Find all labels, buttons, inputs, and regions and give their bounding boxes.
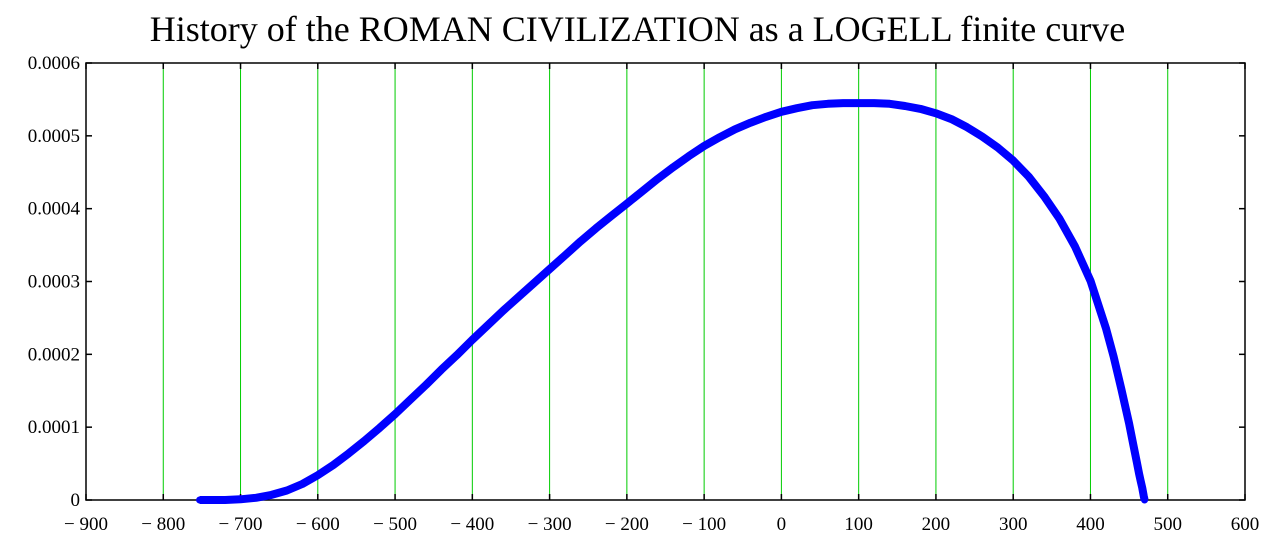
data-point (1102, 324, 1110, 332)
data-point (196, 496, 204, 504)
data-point (1135, 470, 1143, 478)
data-point (1137, 477, 1145, 485)
x-tick-label: − 500 (373, 514, 417, 535)
data-point (499, 307, 507, 315)
data-point (577, 237, 585, 245)
data-point (978, 133, 986, 141)
y-tick-label: 0.0006 (28, 53, 80, 74)
series-line-0 (199, 99, 1149, 504)
data-point (1125, 420, 1133, 428)
data-point (669, 163, 677, 171)
data-point (886, 100, 894, 108)
y-tick-label: 0.0005 (28, 126, 80, 147)
data-point (870, 99, 878, 107)
data-point (298, 480, 306, 488)
data-point (793, 104, 801, 112)
data-point (237, 495, 245, 503)
y-tick-label: 0 (71, 490, 81, 511)
data-point (824, 100, 832, 108)
y-tick-label: 0.0003 (28, 272, 80, 293)
data-point (1056, 215, 1064, 223)
data-point (407, 395, 415, 403)
data-point (638, 187, 646, 195)
data-point (561, 251, 569, 259)
data-point (252, 494, 260, 502)
data-point (947, 115, 955, 123)
data-point (391, 410, 399, 418)
data-point (994, 143, 1002, 151)
data-point (360, 437, 368, 445)
data-point (376, 424, 384, 432)
x-tick-label: − 600 (296, 514, 340, 535)
data-point (808, 101, 816, 109)
data-point (592, 224, 600, 232)
y-tick-label: 0.0004 (28, 199, 81, 220)
data-point (1129, 439, 1137, 447)
plot-frame (85, 62, 1246, 501)
data-point (1040, 192, 1048, 200)
data-point (345, 449, 353, 457)
data-point (1117, 385, 1125, 393)
data-point (932, 109, 940, 117)
data-point (221, 496, 229, 504)
data-point (314, 471, 322, 479)
y-tick-label: 0.0002 (28, 344, 80, 365)
data-point (1133, 458, 1141, 466)
x-tick-label: 0 (777, 514, 787, 535)
x-tick-label: 300 (999, 514, 1028, 535)
data-point (1025, 173, 1033, 181)
x-tick-label: − 300 (528, 514, 572, 535)
data-point (484, 321, 492, 329)
x-tick-label: − 200 (605, 514, 649, 535)
data-point (607, 212, 615, 220)
x-tick-label: 600 (1231, 514, 1260, 535)
data-point (762, 113, 770, 121)
data-point (267, 491, 275, 499)
data-point (515, 293, 523, 301)
data-point (530, 279, 538, 287)
data-point (546, 265, 554, 273)
data-point (1086, 277, 1094, 285)
data-point (700, 142, 708, 150)
data-point (1141, 496, 1149, 504)
data-point (623, 200, 631, 208)
chart-title: History of the ROMAN CIVILIZATION as a L… (149, 9, 1126, 49)
x-tick-label: 500 (1153, 514, 1182, 535)
data-point (329, 461, 337, 469)
data-point (1110, 353, 1118, 361)
data-point (777, 108, 785, 116)
x-tick-label: − 100 (682, 514, 726, 535)
data-point (839, 99, 847, 107)
data-point (1071, 243, 1079, 251)
x-tick-label: 400 (1076, 514, 1105, 535)
data-point (746, 119, 754, 127)
x-tick-label: − 400 (450, 514, 494, 535)
x-tick-label: 100 (844, 514, 873, 535)
data-point (685, 152, 693, 160)
data-point (437, 366, 445, 374)
data-point (963, 123, 971, 131)
data-point (731, 125, 739, 133)
data-point (1009, 157, 1017, 165)
x-tick-label: 200 (922, 514, 951, 535)
data-point (916, 105, 924, 113)
data-point (855, 99, 863, 107)
data-point (716, 133, 724, 141)
x-tick-label: − 700 (219, 514, 263, 535)
data-point (453, 351, 461, 359)
data-point (283, 487, 291, 495)
y-tick-label: 0.0001 (28, 417, 80, 438)
data-point (901, 102, 909, 110)
data-point (654, 175, 662, 183)
x-tick-label: − 800 (141, 514, 185, 535)
data-point (422, 381, 430, 389)
x-tick-label: − 900 (64, 514, 108, 535)
data-point (468, 336, 476, 344)
